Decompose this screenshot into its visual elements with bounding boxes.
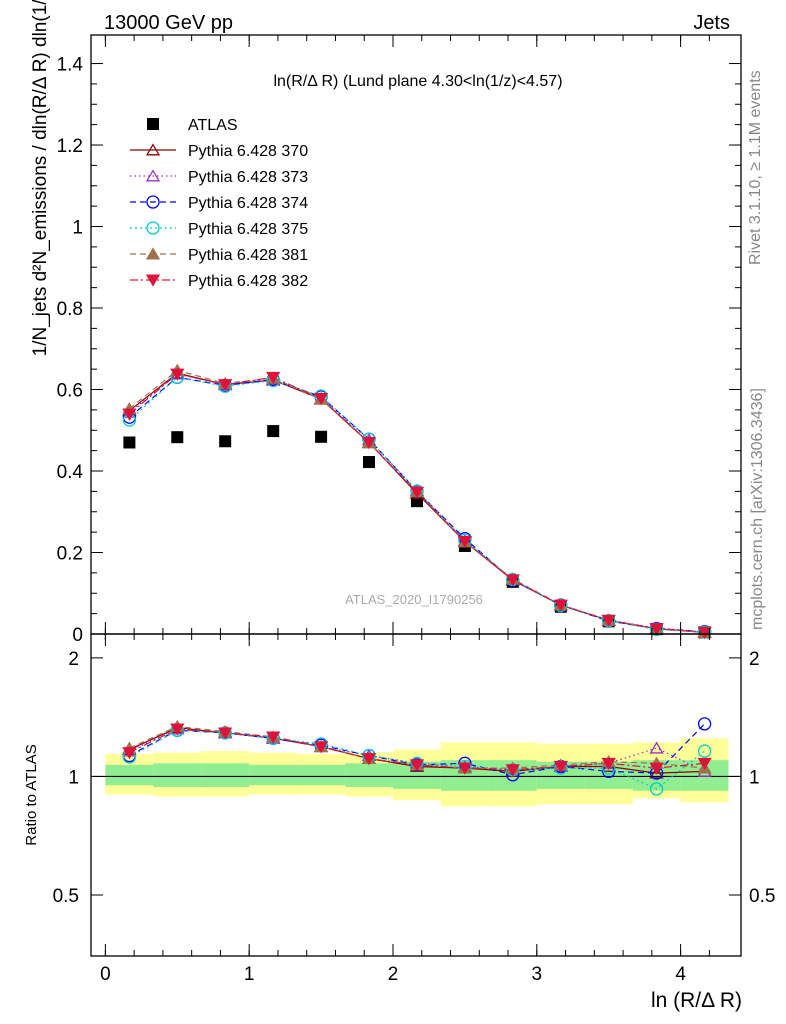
header-right: Jets [693, 12, 730, 34]
mcplots-label: mcplots.cern.ch [arXiv:1306.3436] [749, 388, 766, 630]
ratio-point [505, 764, 520, 777]
axis-ticks: 0 0.2 0.4 0.6 0.8 1 1.2 1.4 0 1 2 3 4 0.5 0.5 1 1 2 2 [53, 35, 775, 985]
mcplots-label-text: mcplots.cern.ch [arXiv:1306.3436] [749, 388, 766, 630]
plot-title: ln(R/Δ R) (Lund plane 4.30<ln(1/z)<4.57) [273, 73, 562, 90]
main-point [649, 623, 664, 636]
main-point [361, 437, 377, 450]
main-ytick-label: 0.6 [57, 381, 83, 402]
main-point [123, 436, 136, 449]
xtick-label: 1 [244, 964, 255, 985]
legend-marker [147, 118, 159, 130]
ratio-point [361, 753, 377, 766]
main-ytick-label: 1.2 [57, 136, 83, 157]
analysis-id: ATLAS_2020_I1790256 [345, 592, 483, 607]
ratio-point [409, 759, 425, 772]
legend-marker [145, 247, 161, 260]
legend-label: Pythia 6.428 382 [188, 273, 308, 290]
ratio-ytick-label: 2 [68, 649, 79, 670]
main-point [409, 486, 425, 499]
main-ytick-label: 0.4 [57, 462, 84, 483]
main-ytick-label: 1 [72, 218, 83, 239]
band-inner-bin [249, 764, 298, 786]
ratio-point [553, 761, 568, 774]
xtick-label: 3 [532, 964, 543, 985]
ratio-point [266, 731, 281, 744]
main-series-markers [122, 363, 712, 640]
legend: ATLAS Pythia 6.428 370 Pythia 6.428 373 Pyt… [130, 117, 308, 290]
main-point [313, 393, 329, 406]
main-point [122, 408, 137, 421]
band-inner-bin [105, 764, 154, 786]
ratio-ytick-label-right: 0.5 [749, 886, 775, 907]
header-left: 13000 GeV pp [104, 12, 233, 34]
ratio-point [313, 741, 329, 754]
main-ytick-label: 0.2 [57, 544, 83, 565]
main-point [170, 368, 185, 381]
main-point [601, 614, 616, 627]
ratio-point [122, 747, 137, 760]
ratio-point [170, 723, 185, 736]
ratio-ytick-label: 0.5 [53, 886, 79, 907]
xtick-label: 2 [388, 964, 399, 985]
xtick-label: 4 [675, 964, 686, 985]
legend-marker [146, 221, 160, 235]
ratio-point [649, 782, 664, 796]
main-point [219, 435, 232, 448]
ratio-point [697, 757, 712, 770]
main-point [266, 371, 281, 384]
panel-frames [90, 34, 742, 957]
ratio-uncertainty-bands [91, 738, 741, 807]
ratio-ytick-label-right: 1 [749, 767, 760, 788]
xtick-label: 0 [100, 964, 111, 985]
main-ytick-label: 1.4 [57, 55, 84, 76]
main-point [267, 425, 280, 438]
legend-marker [146, 195, 160, 209]
main-point [218, 379, 233, 392]
ratio-point [697, 744, 712, 758]
ratio-point [457, 762, 473, 775]
main-ytick-label: 0 [72, 625, 83, 646]
main-point [505, 574, 520, 587]
ratio-ylabel: Ratio to ATLAS [23, 744, 40, 845]
main-point [697, 626, 712, 640]
ratio-point [218, 727, 233, 740]
main-ylabel: 1/N_jets d²N_emissions / dln(R/Δ R) dln(… [30, 0, 51, 356]
ratio-ylabel-text: Ratio to ATLAS [23, 744, 40, 845]
legend-label: Pythia 6.428 373 [188, 169, 308, 186]
legend-label: Pythia 6.428 381 [188, 247, 308, 264]
legend-marker [145, 169, 161, 182]
rivet-label: Rivet 3.1.10, ≥ 1.1M events [747, 70, 764, 265]
band-inner-bin [201, 763, 250, 788]
ratio-point [697, 717, 712, 731]
ratio-ytick-label: 1 [68, 767, 79, 788]
main-point [315, 430, 328, 443]
rivet-label-text: Rivet 3.1.10, ≥ 1.1M events [747, 70, 764, 265]
legend-label: Pythia 6.428 375 [188, 221, 308, 238]
legend-label: Pythia 6.428 374 [188, 195, 308, 212]
band-inner-bin [153, 763, 202, 788]
legend-marker [145, 143, 161, 156]
legend-label: Pythia 6.428 370 [188, 143, 308, 160]
band-inner-bin [345, 763, 393, 788]
ratio-point [649, 762, 664, 775]
xlabel: ln (R/Δ R) [651, 989, 742, 1012]
ratio-point [649, 766, 664, 779]
main-point [171, 431, 184, 444]
main-point [457, 536, 473, 549]
ratio-point [601, 757, 616, 770]
ratio-series-markers [122, 717, 712, 796]
main-ytick-label: 0.8 [57, 299, 83, 320]
main-point [553, 599, 568, 612]
legend-marker [145, 274, 161, 287]
ratio-frame [90, 633, 742, 957]
legend-label: ATLAS [188, 117, 238, 134]
ratio-point [649, 741, 664, 754]
main-point [362, 456, 375, 469]
main-ylabel-text: 1/N_jets d²N_emissions / dln(R/Δ R) dln(… [30, 0, 51, 356]
band-inner-bin [297, 764, 346, 786]
ratio-ytick-label-right: 2 [749, 649, 760, 670]
